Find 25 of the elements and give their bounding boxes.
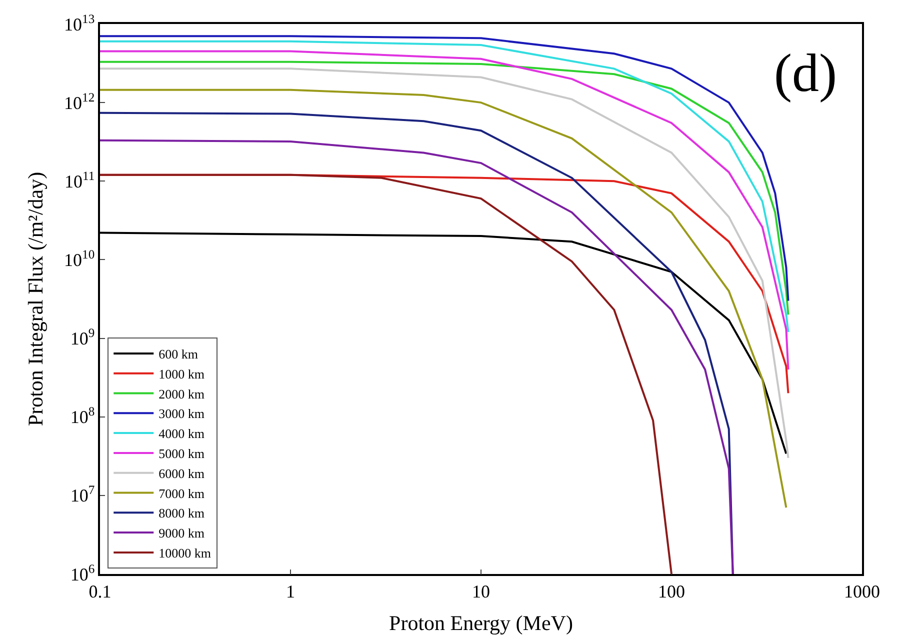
x-tick-label: 1000 — [844, 581, 880, 602]
legend-label: 5000 km — [158, 446, 204, 462]
y-tick-label: 10$^{11}$ — [64, 168, 95, 192]
legend-label: 2000 km — [158, 386, 204, 402]
legend-label: 600 km — [158, 346, 198, 362]
legend-label: 3000 km — [158, 406, 204, 422]
x-axis-title: Proton Energy (MeV) — [389, 611, 573, 636]
legend-label: 1000 km — [158, 366, 204, 382]
y-tick-label: 10$^{9}$ — [70, 326, 95, 349]
y-axis-title: Proton Integral Flux (/m²/day) — [24, 172, 48, 426]
legend-label: 7000 km — [158, 486, 204, 501]
x-tick-label: 100 — [658, 581, 685, 602]
x-tick-label: 1 — [286, 581, 295, 602]
legend-label: 4000 km — [158, 426, 204, 442]
legend-label: 9000 km — [158, 526, 204, 541]
annotation: (d) — [774, 43, 837, 103]
x-tick-label: 10 — [472, 581, 490, 602]
legend-label: 8000 km — [158, 506, 204, 521]
y-tick-label: 10$^{12}$ — [64, 90, 95, 113]
y-tick-label: 10$^{10}$ — [64, 247, 95, 270]
legend-label: 6000 km — [158, 466, 204, 481]
y-tick-label: 10$^{13}$ — [64, 12, 95, 34]
legend-label: 10000 km — [158, 546, 211, 561]
y-tick-label: 10$^{8}$ — [70, 404, 95, 428]
y-tick-label: 10$^{7}$ — [70, 483, 95, 506]
